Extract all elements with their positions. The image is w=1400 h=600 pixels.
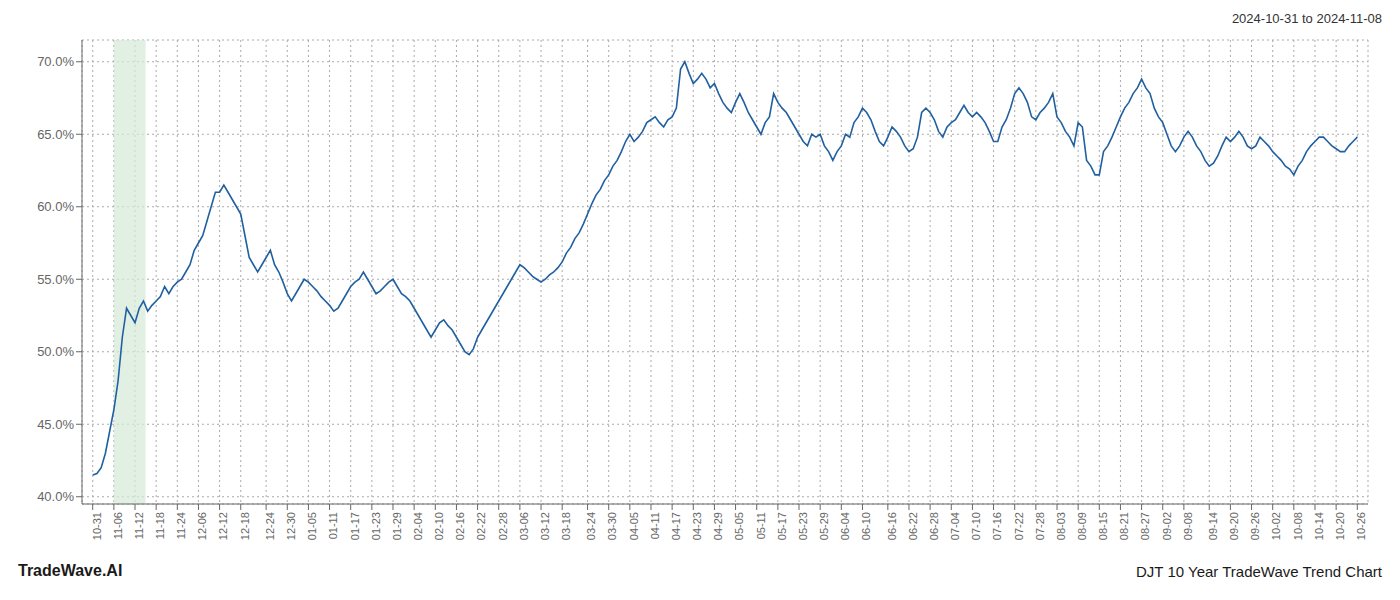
svg-text:07-10: 07-10 — [970, 512, 982, 540]
svg-text:55.0%: 55.0% — [37, 272, 74, 287]
svg-text:01-17: 01-17 — [349, 512, 361, 540]
svg-text:50.0%: 50.0% — [37, 344, 74, 359]
svg-text:04-29: 04-29 — [712, 512, 724, 540]
svg-text:08-09: 08-09 — [1076, 512, 1088, 540]
svg-text:09-20: 09-20 — [1228, 512, 1240, 540]
html-text:TradeWave.AI: TradeWave.AI — [18, 562, 123, 579]
svg-text:03-06: 03-06 — [518, 512, 530, 540]
svg-text:04-17: 04-17 — [670, 512, 682, 540]
svg-text:05-29: 05-29 — [818, 512, 830, 540]
svg-text:07-22: 07-22 — [1013, 512, 1025, 540]
svg-text:09-14: 09-14 — [1207, 512, 1219, 540]
svg-text:06-10: 06-10 — [860, 512, 872, 540]
svg-text:12-24: 12-24 — [264, 512, 276, 540]
svg-text:05-05: 05-05 — [733, 512, 745, 540]
svg-text:08-03: 08-03 — [1055, 512, 1067, 540]
svg-text:01-11: 01-11 — [327, 512, 339, 539]
svg-text:02-22: 02-22 — [475, 512, 487, 540]
svg-text:65.0%: 65.0% — [37, 127, 74, 142]
svg-text:07-16: 07-16 — [991, 512, 1003, 540]
svg-text:12-30: 12-30 — [285, 512, 297, 540]
svg-text:03-24: 03-24 — [585, 512, 597, 540]
svg-text:09-08: 09-08 — [1182, 512, 1194, 540]
svg-text:60.0%: 60.0% — [37, 199, 74, 214]
svg-text:03-18: 03-18 — [560, 512, 572, 540]
svg-text:02-16: 02-16 — [454, 512, 466, 540]
svg-text:10-20: 10-20 — [1334, 512, 1346, 540]
svg-text:10-02: 10-02 — [1271, 512, 1283, 540]
svg-text:08-21: 08-21 — [1118, 512, 1130, 540]
svg-text:03-30: 03-30 — [607, 512, 619, 540]
svg-text:11-12: 11-12 — [133, 512, 145, 539]
svg-text:02-04: 02-04 — [412, 512, 424, 540]
svg-text:11-06: 11-06 — [112, 512, 124, 539]
svg-text:03-12: 03-12 — [539, 512, 551, 540]
svg-text:10-31: 10-31 — [91, 512, 103, 540]
svg-text:06-22: 06-22 — [907, 512, 919, 540]
svg-text:01-05: 01-05 — [306, 512, 318, 540]
svg-text:05-23: 05-23 — [797, 512, 809, 540]
svg-text:04-05: 04-05 — [628, 512, 640, 540]
svg-text:06-04: 06-04 — [839, 512, 851, 540]
svg-text:04-11: 04-11 — [649, 512, 661, 539]
svg-text:40.0%: 40.0% — [37, 489, 74, 504]
svg-text:11-24: 11-24 — [175, 512, 187, 539]
html-text:DJT 10 Year TradeWave Trend Ch: DJT 10 Year TradeWave Trend Chart — [1136, 562, 1382, 580]
svg-text:06-16: 06-16 — [886, 512, 898, 540]
svg-text:01-29: 01-29 — [391, 512, 403, 540]
svg-text:07-04: 07-04 — [949, 512, 961, 540]
svg-text:12-06: 12-06 — [196, 512, 208, 540]
svg-text:08-15: 08-15 — [1097, 512, 1109, 540]
svg-text:07-28: 07-28 — [1034, 512, 1046, 540]
svg-text:09-26: 09-26 — [1249, 512, 1261, 540]
svg-text:04-23: 04-23 — [691, 512, 703, 540]
svg-text:45.0%: 45.0% — [37, 417, 74, 432]
svg-text:12-18: 12-18 — [239, 512, 251, 540]
svg-text:06-28: 06-28 — [928, 512, 940, 540]
svg-text:05-11: 05-11 — [755, 512, 767, 539]
svg-text:08-27: 08-27 — [1139, 512, 1151, 540]
svg-text:10-26: 10-26 — [1355, 512, 1367, 540]
svg-text:11-18: 11-18 — [154, 512, 166, 539]
svg-text:12-12: 12-12 — [217, 512, 229, 540]
svg-text:02-10: 02-10 — [433, 512, 445, 540]
svg-text:10-14: 10-14 — [1313, 512, 1325, 540]
html-text:2024-10-31 to 2024-11-08: 2024-10-31 to 2024-11-08 — [1231, 11, 1382, 26]
svg-text:05-17: 05-17 — [776, 512, 788, 540]
svg-text:09-02: 09-02 — [1161, 512, 1173, 540]
svg-text:02-28: 02-28 — [497, 512, 509, 540]
svg-text:01-23: 01-23 — [370, 512, 382, 540]
svg-text:10-08: 10-08 — [1292, 512, 1304, 540]
svg-text:70.0%: 70.0% — [37, 54, 74, 69]
